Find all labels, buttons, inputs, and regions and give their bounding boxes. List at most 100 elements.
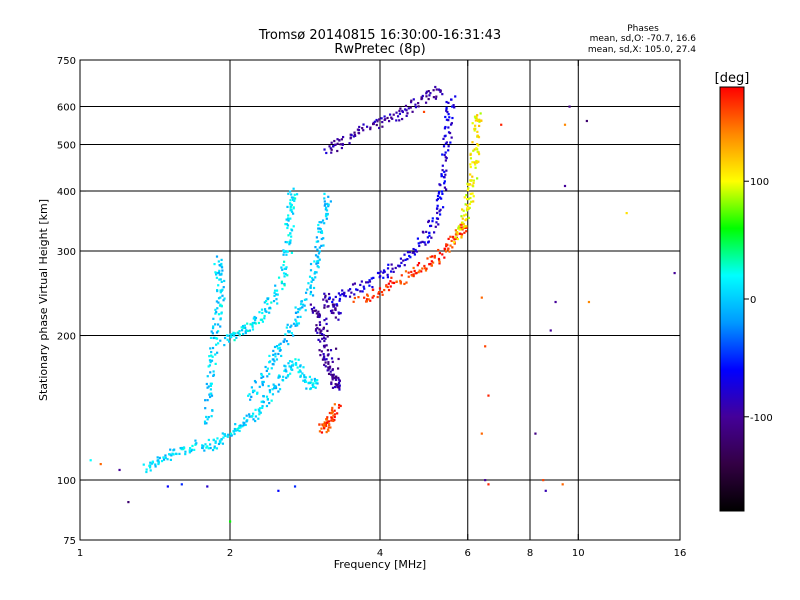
data-point <box>404 258 407 261</box>
data-point <box>233 427 236 431</box>
data-point <box>209 336 213 340</box>
data-point <box>309 293 312 296</box>
data-point <box>317 338 320 341</box>
data-point <box>285 218 288 221</box>
data-point <box>169 448 172 451</box>
data-point <box>326 202 329 206</box>
data-point <box>270 301 273 304</box>
data-point <box>326 428 330 431</box>
data-point <box>409 101 413 104</box>
data-point <box>432 96 435 99</box>
data-point <box>334 385 337 389</box>
data-point <box>314 328 318 331</box>
data-point <box>434 85 437 89</box>
data-point <box>216 351 219 354</box>
data-point <box>229 432 233 435</box>
data-point <box>210 330 213 333</box>
data-point <box>263 308 267 311</box>
data-point <box>420 96 423 99</box>
data-point <box>169 458 172 462</box>
data-point <box>449 235 452 238</box>
data-point <box>219 441 222 444</box>
data-point <box>211 409 214 412</box>
data-point <box>277 352 280 356</box>
data-point <box>337 406 341 409</box>
data-point <box>272 383 275 386</box>
data-point <box>334 143 337 146</box>
data-point <box>248 413 251 416</box>
data-point <box>441 153 444 156</box>
data-point <box>217 271 220 274</box>
data-point <box>382 269 386 272</box>
data-point <box>478 118 481 121</box>
data-point <box>331 300 334 304</box>
data-point <box>302 303 305 306</box>
data-point <box>362 129 365 132</box>
data-point <box>480 432 483 435</box>
data-point <box>311 309 314 313</box>
data-point <box>280 282 283 285</box>
data-point <box>448 250 451 253</box>
data-point <box>268 306 272 309</box>
data-point <box>158 456 161 460</box>
data-point <box>309 286 312 289</box>
data-point <box>463 231 466 234</box>
data-point <box>206 485 209 488</box>
data-point <box>206 418 209 421</box>
data-point <box>338 386 341 389</box>
data-point <box>361 290 364 293</box>
data-point <box>257 417 260 420</box>
data-point <box>260 308 264 311</box>
data-point <box>405 114 408 117</box>
data-point <box>307 282 310 285</box>
data-point <box>249 323 252 326</box>
data-point <box>445 118 448 121</box>
data-point <box>465 194 468 197</box>
data-point <box>421 240 424 243</box>
data-point <box>273 294 276 297</box>
data-point <box>289 217 292 220</box>
data-point <box>407 271 410 274</box>
data-point <box>446 243 449 246</box>
data-point <box>195 442 198 445</box>
data-point <box>435 88 438 91</box>
data-point <box>467 187 470 190</box>
data-point <box>313 377 316 381</box>
data-point <box>437 248 440 252</box>
data-point <box>476 160 479 164</box>
data-point <box>261 320 265 323</box>
data-point <box>446 248 449 251</box>
data-point <box>322 334 326 337</box>
data-point <box>282 250 286 253</box>
data-point <box>282 263 285 267</box>
data-point <box>287 362 290 365</box>
data-point <box>209 347 212 350</box>
data-point <box>208 355 211 358</box>
data-point <box>445 245 448 248</box>
data-point <box>220 304 223 307</box>
data-point <box>89 459 92 462</box>
data-point <box>320 237 323 241</box>
data-point <box>339 143 342 146</box>
data-point <box>333 139 336 143</box>
data-point <box>357 296 360 299</box>
x-tick-labels: 1 2 4 6 8 10 16 <box>77 548 687 559</box>
data-point <box>156 456 159 459</box>
data-point <box>423 264 426 268</box>
data-point <box>313 379 317 382</box>
data-point <box>444 142 448 145</box>
data-point <box>283 275 286 278</box>
data-point <box>204 443 207 446</box>
data-point <box>337 383 340 386</box>
data-point <box>390 263 393 266</box>
data-point <box>404 104 408 108</box>
data-point <box>323 197 326 200</box>
data-point <box>368 284 371 287</box>
data-point <box>445 108 448 111</box>
data-point <box>471 192 474 195</box>
data-point <box>290 251 293 254</box>
data-point <box>474 124 477 127</box>
data-point <box>318 423 321 426</box>
data-point <box>212 370 215 373</box>
data-point <box>323 336 326 340</box>
